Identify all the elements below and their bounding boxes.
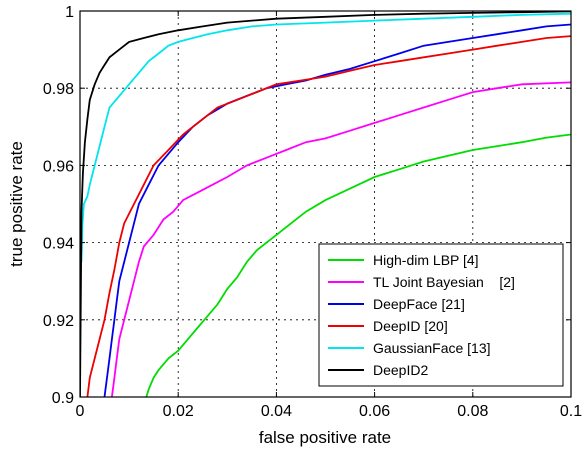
legend-label: GaussianFace [13] (373, 340, 491, 356)
x-tick-label: 0.04 (261, 403, 292, 420)
plot-frame (79, 10, 572, 398)
legend-label: TL Joint Bayesian [2] (373, 274, 515, 290)
legend-box (318, 243, 564, 387)
series-line-5 (80, 11, 571, 397)
y-tick-label: 0.98 (43, 81, 74, 98)
series-line-1 (111, 81, 571, 397)
legend: High-dim LBP [4] TL Joint Bayesian [2] Dee… (318, 243, 564, 387)
y-tick-label: 0.94 (43, 236, 74, 253)
series-line-3 (86, 35, 571, 397)
y-tick-label: 1 (65, 4, 74, 21)
y-tick-label: 0.9 (52, 390, 74, 407)
x-axis-label: false positive rate (259, 428, 391, 447)
legend-label: DeepFace [21] (373, 296, 465, 312)
x-tick-label: 0.1 (560, 403, 582, 420)
x-tick-label: 0.08 (457, 403, 488, 420)
y-tick-label: 0.92 (43, 313, 74, 330)
axis-ticks: 0 0.02 0.04 0.06 0.08 0.1 0.9 0.92 0.94 0.96 0.98 1 (43, 4, 582, 420)
series-line-0 (145, 133, 571, 397)
x-tick-label: 0 (76, 403, 85, 420)
y-tick-label: 0.96 (43, 158, 74, 175)
series-lines (80, 11, 571, 397)
legend-label: High-dim LBP [4] (373, 252, 479, 268)
x-tick-label: 0.02 (163, 403, 194, 420)
x-tick-label: 0.06 (359, 403, 390, 420)
series-line-4 (80, 12, 571, 262)
legend-label: DeepID2 (373, 362, 428, 378)
legend-label: DeepID [20] (373, 318, 448, 334)
y-axis-label: true positive rate (7, 141, 26, 267)
